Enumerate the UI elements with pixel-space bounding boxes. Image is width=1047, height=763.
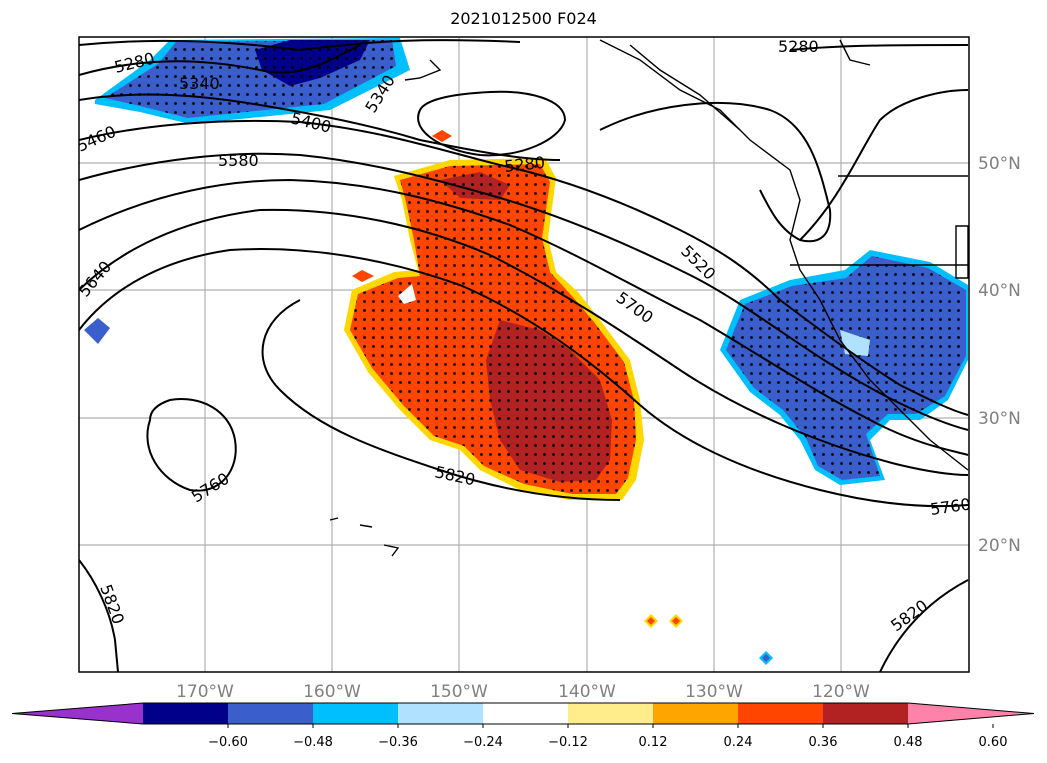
colorbar-segment xyxy=(313,703,398,724)
colorbar: −0.60 −0.48 −0.36 −0.24 −0.12 0.12 0.24 0.36 0.4… xyxy=(11,702,1035,750)
colorbar-extension-high xyxy=(908,703,1034,724)
lon-label: 140°W xyxy=(558,682,616,702)
coastlines xyxy=(329,39,969,557)
colorbar-tick-label: 0.12 xyxy=(639,735,668,750)
latitude-labels: 50°N 40°N 30°N 20°N xyxy=(978,154,1021,556)
lon-label: 170°W xyxy=(176,682,234,702)
lat-label: 50°N xyxy=(978,154,1021,174)
map-frame xyxy=(78,36,970,673)
negative-anomaly-small xyxy=(84,318,110,344)
contour-label: 5340 xyxy=(179,74,220,93)
lat-label: 30°N xyxy=(978,409,1021,429)
lat-label: 20°N xyxy=(978,536,1021,556)
longitude-labels: 170°W 160°W 150°W 140°W 130°W 120°W xyxy=(176,682,870,702)
colorbar-tick-label: −0.24 xyxy=(463,735,503,750)
colorbar-segment xyxy=(483,703,568,724)
colorbar-tick-label: 0.24 xyxy=(724,735,753,750)
colorbar-segment xyxy=(228,703,313,724)
contour-label: 5280 xyxy=(503,153,545,176)
contour-label: 5580 xyxy=(218,151,259,170)
lat-label: 40°N xyxy=(978,281,1021,301)
colorbar-segment xyxy=(653,703,738,724)
height-contours xyxy=(79,39,969,672)
positive-anomaly-small xyxy=(352,130,773,665)
contour-label: 5280 xyxy=(778,37,819,56)
negative-anomaly-west-us xyxy=(720,250,968,485)
colorbar-tick-label: −0.12 xyxy=(548,735,588,750)
colorbar-tick-label: −0.48 xyxy=(293,735,333,750)
colorbar-segment xyxy=(738,703,823,724)
positive-anomaly-central-pacific xyxy=(344,158,644,500)
colorbar-tick-label: 0.36 xyxy=(809,735,838,750)
colorbar-extension-low xyxy=(12,703,143,724)
map-title: 2021012500 F024 xyxy=(450,9,597,28)
colorbar-segment xyxy=(568,703,653,724)
colorbar-segment xyxy=(143,703,228,724)
colorbar-segment xyxy=(398,703,483,724)
lon-label: 150°W xyxy=(430,682,488,702)
lon-label: 130°W xyxy=(685,682,743,702)
lon-label: 120°W xyxy=(812,682,870,702)
colorbar-outline xyxy=(11,702,1035,725)
lon-label: 160°W xyxy=(303,682,361,702)
colorbar-tick-label: 0.48 xyxy=(894,735,923,750)
colorbar-tick-label: −0.60 xyxy=(208,735,248,750)
colorbar-tick-label: −0.36 xyxy=(378,735,418,750)
colorbar-segment xyxy=(823,703,908,724)
colorbar-tick-label: 0.60 xyxy=(979,735,1008,750)
